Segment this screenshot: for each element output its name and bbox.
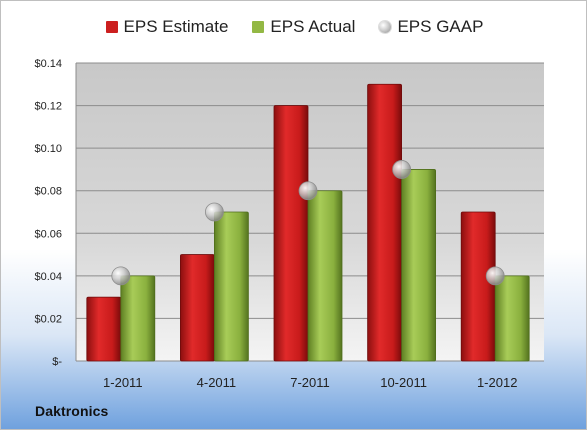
y-tick-label: $0.12 [34, 101, 62, 113]
y-tick-label: $0.02 [34, 313, 62, 325]
marker-eps-gaap [111, 266, 131, 286]
company-label: Daktronics [35, 403, 109, 419]
x-tick-label: 10-2011 [380, 375, 427, 390]
marker-eps-gaap [485, 266, 505, 286]
y-tick-label: $0.06 [34, 228, 62, 240]
eps-estimate-swatch [105, 21, 118, 33]
bar-eps-estimate [367, 83, 403, 362]
eps-gaap-swatch [379, 21, 392, 33]
y-tick-label: $- [52, 356, 62, 368]
legend-label-eps-gaap: EPS GAAP [397, 17, 484, 36]
x-tick-label: 1-2012 [477, 375, 517, 390]
bar-eps-actual [401, 169, 437, 362]
bar-eps-actual [120, 275, 156, 362]
y-tick-label: $0.04 [34, 271, 62, 283]
x-tick-label: 1-2011 [103, 375, 143, 390]
bar-eps-actual [213, 211, 249, 362]
legend: EPS Estimate EPS Actual EPS GAAP [1, 17, 586, 37]
bar-eps-estimate [273, 105, 309, 362]
y-tick-label: $0.14 [34, 58, 62, 70]
legend-label-eps-actual: EPS Actual [270, 17, 356, 36]
marker-eps-gaap [298, 181, 318, 201]
x-tick-label: 7-2011 [290, 375, 330, 390]
bar-eps-actual [307, 190, 343, 362]
eps-actual-swatch [252, 21, 265, 33]
legend-item-eps-gaap: EPS GAAP [379, 17, 483, 37]
marker-eps-gaap [392, 160, 412, 179]
bar-eps-actual [494, 275, 530, 362]
bar-eps-estimate [179, 254, 215, 362]
bar-eps-estimate [86, 296, 122, 362]
x-tick-label: 4-2011 [197, 375, 237, 390]
marker-eps-gaap [204, 202, 224, 222]
y-tick-label: $0.10 [34, 143, 62, 155]
legend-item-eps-actual: EPS Actual [252, 17, 355, 37]
legend-label-eps-estimate: EPS Estimate [123, 17, 229, 36]
bar-eps-estimate [460, 211, 496, 362]
y-tick-label: $0.08 [34, 186, 62, 198]
legend-item-eps-estimate: EPS Estimate [105, 17, 229, 37]
